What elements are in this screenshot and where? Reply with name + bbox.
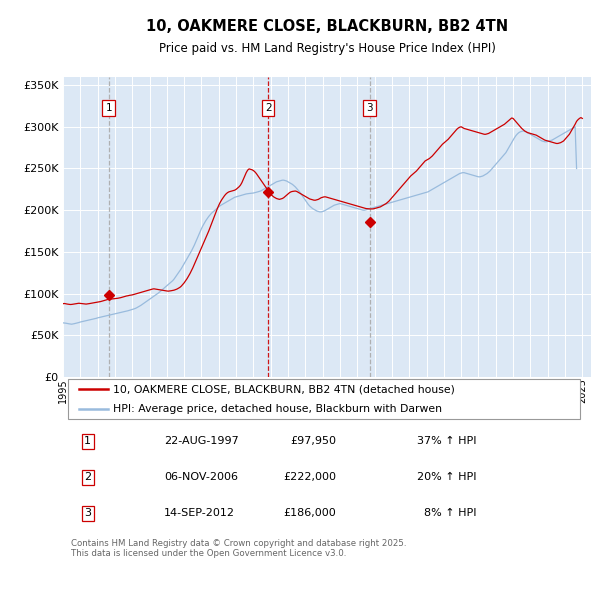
Text: HPI: Average price, detached house, Blackburn with Darwen: HPI: Average price, detached house, Blac… [113, 404, 442, 414]
Text: 3: 3 [84, 508, 91, 518]
Text: Contains HM Land Registry data © Crown copyright and database right 2025.
This d: Contains HM Land Registry data © Crown c… [71, 539, 406, 558]
Text: 1: 1 [84, 437, 91, 447]
Text: 22-AUG-1997: 22-AUG-1997 [164, 437, 239, 447]
Text: 10, OAKMERE CLOSE, BLACKBURN, BB2 4TN: 10, OAKMERE CLOSE, BLACKBURN, BB2 4TN [146, 19, 508, 34]
Text: 06-NOV-2006: 06-NOV-2006 [164, 472, 238, 482]
Text: 20% ↑ HPI: 20% ↑ HPI [417, 472, 476, 482]
Text: 37% ↑ HPI: 37% ↑ HPI [417, 437, 476, 447]
Text: £222,000: £222,000 [283, 472, 336, 482]
FancyBboxPatch shape [68, 379, 580, 419]
Text: 10, OAKMERE CLOSE, BLACKBURN, BB2 4TN (detached house): 10, OAKMERE CLOSE, BLACKBURN, BB2 4TN (d… [113, 385, 455, 395]
Text: 1: 1 [106, 103, 112, 113]
Text: 2: 2 [84, 472, 91, 482]
Text: Price paid vs. HM Land Registry's House Price Index (HPI): Price paid vs. HM Land Registry's House … [158, 42, 496, 55]
Text: 14-SEP-2012: 14-SEP-2012 [164, 508, 235, 518]
Text: 3: 3 [366, 103, 373, 113]
Text: £186,000: £186,000 [283, 508, 336, 518]
Text: £97,950: £97,950 [290, 437, 336, 447]
Text: 8% ↑ HPI: 8% ↑ HPI [424, 508, 476, 518]
Text: 2: 2 [265, 103, 271, 113]
